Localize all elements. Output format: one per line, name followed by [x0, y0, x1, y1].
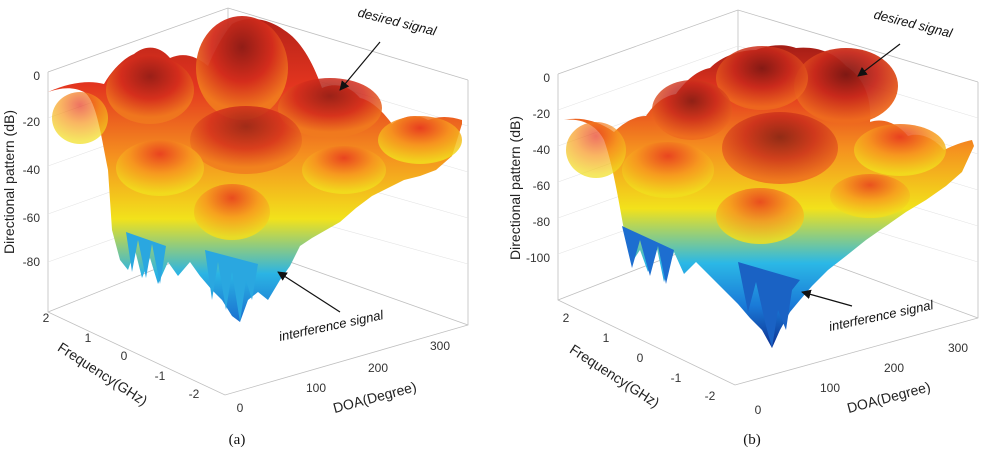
chart-a-y-label: Frequency(GHz): [55, 339, 150, 409]
x-tick-label: 200: [368, 361, 388, 375]
chart-b-z-label: Directional pattern (dB): [507, 116, 523, 260]
chart-a-lobe: [52, 92, 108, 144]
chart-b-surface: [564, 45, 974, 348]
annotation-arrow: [277, 271, 341, 313]
chart-a-null: [126, 232, 166, 284]
chart-b-lobe: [622, 142, 714, 198]
x-tick-label: 200: [884, 361, 904, 375]
x-tick-label: 0: [237, 401, 244, 415]
z-tick-label: 0: [543, 71, 550, 85]
chart-b-x-ticks: 0 100 200 300: [755, 341, 969, 417]
z-tick-label: -20: [23, 115, 41, 129]
chart-b-lobe: [722, 112, 838, 184]
y-tick-label: 0: [637, 351, 644, 365]
z-tick-label: -80: [23, 255, 41, 269]
chart-b-y-label: Frequency(GHz): [567, 341, 662, 411]
chart-b-lobe: [566, 122, 626, 178]
y-tick-label: 2: [43, 311, 50, 325]
chart-b-x-label: DOA(Degree): [845, 378, 932, 416]
z-tick-label: -40: [533, 143, 551, 157]
chart-a-x-ticks: 0 100 200 300: [237, 339, 451, 415]
chart-b-null: [622, 226, 674, 284]
z-tick-label: -60: [23, 211, 41, 225]
x-tick-label: 300: [430, 339, 450, 353]
chart-b-caption: (b): [743, 432, 761, 448]
y-tick-label: -1: [671, 371, 682, 385]
chart-a-lobe: [378, 116, 462, 164]
annotation-label: desired signal: [872, 7, 955, 41]
y-tick-label: 2: [563, 311, 570, 325]
chart-a-lobe: [190, 106, 302, 174]
z-tick-label: -40: [23, 163, 41, 177]
chart-a-lobe: [106, 56, 194, 124]
chart-a-y-ticks: 2 1 0 -1 -2: [43, 311, 200, 401]
chart-b-lobe: [854, 124, 946, 176]
chart-b: 0 -20 -40 -60 -80 -100 2 1 0 -1 -2 0 100…: [507, 7, 979, 448]
annotation-label: desired signal: [356, 5, 439, 39]
z-tick-label: -60: [533, 179, 551, 193]
z-tick-label: -80: [533, 215, 551, 229]
chart-a-z-ticks: 0 -20 -40 -60 -80: [23, 69, 41, 269]
chart-a-z-label: Directional pattern (dB): [1, 110, 17, 254]
chart-b-z-ticks: 0 -20 -40 -60 -80 -100: [526, 71, 550, 265]
chart-a-annotation-interference: interference signal: [277, 271, 386, 344]
chart-b-lobe: [716, 46, 808, 110]
chart-b-annotation-desired: desired signal: [857, 7, 955, 77]
annotation-arrow: [339, 41, 381, 91]
chart-a-caption: (a): [229, 432, 246, 448]
chart-b-lobe: [652, 80, 732, 140]
chart-a-lobe: [302, 146, 386, 194]
chart-b-lobe: [716, 188, 804, 244]
chart-b-interference-null: [738, 262, 800, 348]
y-tick-label: -2: [189, 387, 200, 401]
y-tick-label: -1: [155, 369, 166, 383]
chart-a-lobe: [194, 184, 270, 240]
chart-a-x-label: DOA(Degree): [331, 378, 418, 416]
y-tick-label: 0: [121, 349, 128, 363]
z-tick-label: -100: [526, 251, 550, 265]
x-tick-label: 300: [948, 341, 968, 355]
chart-b-main-lobe: [794, 48, 898, 124]
annotation-label: interference signal: [278, 307, 386, 344]
chart-a-main-lobe: [196, 16, 288, 120]
z-tick-label: -20: [533, 107, 551, 121]
chart-a-interference-null: [205, 250, 258, 322]
annotation-label: interference signal: [828, 297, 936, 334]
annotation-arrow: [801, 289, 853, 307]
chart-b-y-ticks: 2 1 0 -1 -2: [563, 311, 716, 403]
chart-b-lobe: [830, 174, 910, 218]
x-tick-label: 100: [306, 381, 326, 395]
x-tick-label: 0: [755, 403, 762, 417]
z-tick-label: 0: [33, 69, 40, 83]
chart-a-surface: [48, 16, 462, 323]
x-tick-label: 100: [820, 381, 840, 395]
chart-b-annotation-interference: interference signal: [801, 289, 936, 334]
chart-a: 0 -20 -40 -60 -80 2 1 0 -1 -2 0 100 200 …: [1, 5, 469, 448]
chart-a-lobe: [116, 140, 204, 196]
chart-a-lobe: [278, 78, 382, 138]
annotation-arrow: [857, 43, 901, 77]
y-tick-label: 1: [85, 331, 92, 345]
chart-a-annotation-desired: desired signal: [339, 5, 439, 91]
y-tick-label: -2: [705, 389, 716, 403]
y-tick-label: 1: [603, 331, 610, 345]
